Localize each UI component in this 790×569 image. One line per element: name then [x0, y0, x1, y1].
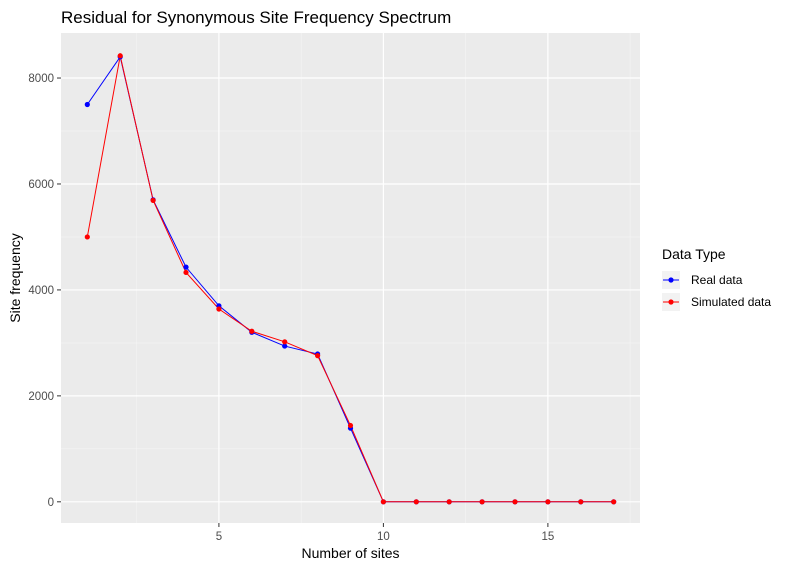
simulated-data-point [216, 306, 222, 312]
legend-key-point-simulated-data [668, 299, 674, 305]
simulated-data-point [611, 499, 617, 505]
simulated-data-point [446, 499, 452, 505]
simulated-data-point [413, 499, 419, 505]
simulated-data-point [545, 499, 551, 505]
x-tick-label: 15 [541, 531, 554, 543]
grid-minor [61, 33, 640, 523]
legend-label-real-data: Real data [691, 273, 743, 287]
legend: Data Type Real data Simulated data [662, 246, 771, 311]
simulated-data-point [249, 328, 255, 334]
y-axis-title: Site frequency [7, 233, 23, 323]
y-tick-label: 2000 [28, 391, 54, 403]
simulated-data-point [150, 197, 156, 203]
y-axis-ticks: 0 2000 4000 6000 8000 [28, 73, 61, 509]
real-data-point [282, 343, 288, 349]
simulated-data-point [512, 499, 518, 505]
x-axis-title: Number of sites [301, 545, 399, 561]
simulated-data-point [479, 499, 485, 505]
y-tick-label: 0 [48, 497, 54, 509]
simulated-data-point [578, 499, 584, 505]
real-data-point [84, 101, 90, 108]
plot-panel [61, 33, 640, 523]
chart-title: Residual for Synonymous Site Frequency S… [61, 8, 451, 27]
simulated-data-point [315, 353, 321, 359]
simulated-data-point [347, 422, 354, 429]
simulated-data-point [380, 499, 386, 505]
grid-major [61, 33, 640, 523]
y-tick-label: 6000 [28, 179, 54, 191]
x-tick-label: 5 [216, 531, 222, 543]
x-axis-ticks: 5 10 15 [216, 523, 554, 543]
simulated-data-point [282, 339, 288, 345]
legend-key-point-real-data [668, 277, 674, 283]
legend-label-simulated-data: Simulated data [691, 295, 771, 309]
y-tick-label: 4000 [28, 285, 54, 297]
real-data-point [183, 264, 189, 270]
simulated-data-point [84, 234, 90, 240]
x-tick-label: 10 [377, 531, 390, 543]
series-points [84, 53, 617, 505]
simulated-data-point [117, 53, 123, 59]
y-tick-label: 8000 [28, 73, 54, 85]
simulated-data-point [183, 269, 189, 276]
legend-title: Data Type [662, 246, 726, 262]
